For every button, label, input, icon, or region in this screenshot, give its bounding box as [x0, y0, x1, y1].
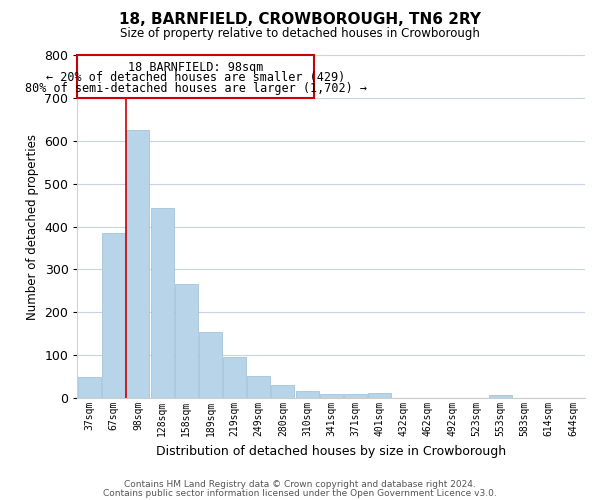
Bar — [199, 332, 222, 398]
FancyBboxPatch shape — [77, 55, 314, 98]
Text: 18 BARNFIELD: 98sqm: 18 BARNFIELD: 98sqm — [128, 62, 263, 74]
Bar — [344, 394, 367, 398]
Bar — [151, 208, 173, 398]
Bar — [127, 130, 149, 398]
Bar — [223, 356, 246, 398]
Text: Size of property relative to detached houses in Crowborough: Size of property relative to detached ho… — [120, 28, 480, 40]
Bar — [175, 284, 198, 398]
Text: 80% of semi-detached houses are larger (1,702) →: 80% of semi-detached houses are larger (… — [25, 82, 367, 94]
Bar — [271, 386, 295, 398]
Y-axis label: Number of detached properties: Number of detached properties — [26, 134, 39, 320]
Bar — [489, 395, 512, 398]
Bar — [296, 391, 319, 398]
Text: Contains public sector information licensed under the Open Government Licence v3: Contains public sector information licen… — [103, 489, 497, 498]
Bar — [102, 233, 125, 398]
Bar — [320, 394, 343, 398]
Bar — [78, 376, 101, 398]
Text: Contains HM Land Registry data © Crown copyright and database right 2024.: Contains HM Land Registry data © Crown c… — [124, 480, 476, 489]
Bar — [368, 393, 391, 398]
Text: 18, BARNFIELD, CROWBOROUGH, TN6 2RY: 18, BARNFIELD, CROWBOROUGH, TN6 2RY — [119, 12, 481, 28]
Bar — [247, 376, 270, 398]
X-axis label: Distribution of detached houses by size in Crowborough: Distribution of detached houses by size … — [156, 444, 506, 458]
Text: ← 20% of detached houses are smaller (429): ← 20% of detached houses are smaller (42… — [46, 72, 346, 85]
